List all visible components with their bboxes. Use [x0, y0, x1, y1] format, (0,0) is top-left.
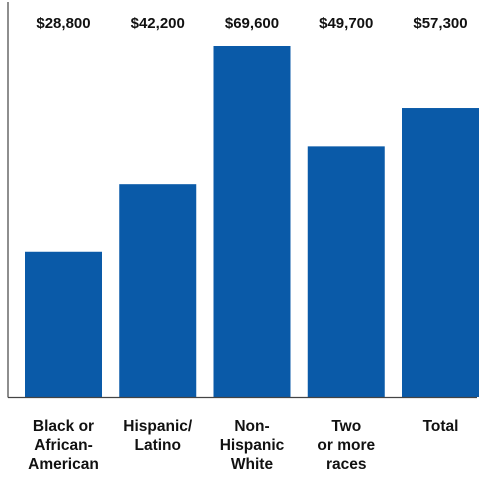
category-label-line: Black or	[33, 418, 94, 435]
category-label-2: Hispanic/Latino	[123, 418, 193, 454]
category-label-line: Non-	[234, 418, 269, 435]
bar-4	[307, 146, 385, 397]
category-label-line: Hispanic	[220, 437, 285, 454]
bar-5	[402, 108, 479, 397]
category-label-1: Black or African- American	[28, 418, 99, 473]
value-label-2: $42,200	[131, 15, 185, 32]
category-label-line: races	[326, 456, 367, 473]
category-label-line: Latino	[135, 437, 182, 454]
category-label-line: Two	[331, 418, 361, 435]
category-label-3: Non- Hispanic White	[220, 418, 285, 473]
category-label-line: American	[28, 456, 99, 473]
value-label-5: $57,300	[413, 15, 467, 32]
value-labels-layer: $28,800 $42,200 $69,600 $49,700 $57,300	[36, 15, 467, 32]
value-label-4: $49,700	[319, 15, 373, 32]
category-label-line: or more	[317, 437, 375, 454]
bar-1	[25, 251, 102, 397]
axes-layer	[7, 2, 477, 399]
category-label-4: Two or more races	[317, 418, 375, 473]
category-label-5: Total	[423, 418, 459, 435]
bars-layer	[25, 46, 479, 397]
category-label-line: African-	[34, 437, 93, 454]
bar-2	[119, 184, 197, 397]
category-label-line: Total	[423, 418, 459, 435]
category-label-line: Hispanic/	[123, 418, 193, 435]
value-label-1: $28,800	[36, 15, 90, 32]
bar-3	[213, 46, 291, 397]
value-label-3: $69,600	[225, 15, 279, 32]
category-label-line: White	[231, 456, 274, 473]
category-labels-layer: Black or African- American Hispanic/Latino N…	[28, 418, 458, 473]
